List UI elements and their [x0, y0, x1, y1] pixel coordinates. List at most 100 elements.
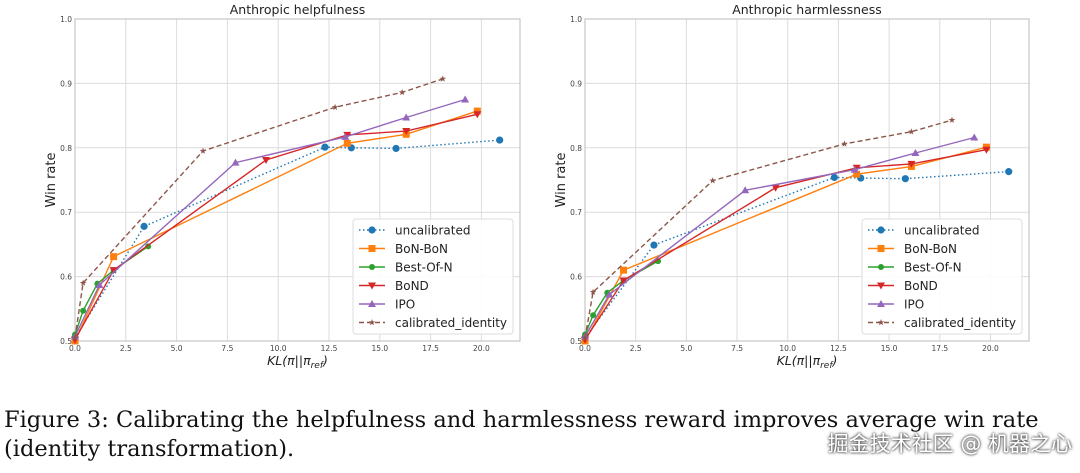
y-axis-label: Win rate — [44, 153, 59, 208]
data-point — [1005, 168, 1013, 176]
data-point — [901, 175, 909, 183]
data-point — [589, 288, 597, 295]
x-tick-label: 15.0 — [371, 344, 388, 353]
x-tick-label: 5.0 — [171, 344, 183, 353]
y-tick-label: 0.7 — [570, 208, 582, 217]
x-tick-label: 7.5 — [731, 344, 743, 353]
legend-marker — [369, 264, 375, 270]
series-line — [74, 98, 466, 337]
watermark: 掘金技术社区 @ 机器之心 — [827, 432, 1072, 456]
legend-item: IPO — [868, 298, 924, 312]
legend-box — [861, 218, 1023, 335]
data-point — [398, 88, 406, 96]
data-point — [343, 139, 351, 147]
legend-label: calibrated_identity — [395, 316, 507, 330]
legend-label: calibrated_identity — [904, 316, 1016, 330]
legend-marker — [368, 282, 376, 290]
data-point — [911, 148, 920, 156]
y-tick-label: 0.8 — [60, 144, 72, 153]
data-point — [496, 136, 504, 144]
data-point — [402, 128, 411, 136]
data-point — [321, 143, 329, 151]
series-ipo — [581, 133, 979, 340]
data-point — [95, 280, 104, 288]
legend-marker — [368, 319, 376, 326]
legend-label: BoN-BoN — [395, 242, 448, 256]
series-line — [74, 113, 478, 341]
data-point — [262, 157, 271, 165]
legend-label: IPO — [904, 298, 924, 312]
legend-marker — [368, 300, 376, 307]
legend-marker — [368, 245, 376, 252]
y-tick-label: 0.9 — [570, 79, 582, 88]
data-point — [741, 186, 750, 194]
data-point — [841, 140, 848, 147]
series-line — [584, 136, 975, 337]
x-tick-label: 17.5 — [422, 344, 439, 353]
x-tick-label: 0.0 — [69, 344, 81, 353]
x-tick-label: 12.5 — [830, 344, 847, 353]
legend-item: BoND — [359, 279, 429, 293]
data-point — [439, 75, 447, 82]
legend-item: BoN-BoN — [359, 242, 448, 256]
series-line — [74, 78, 444, 338]
legend-marker — [368, 226, 376, 234]
data-point — [590, 312, 597, 319]
legend-label: BoN-BoN — [904, 242, 957, 256]
y-tick-label: 0.7 — [60, 208, 72, 217]
legend-item: BoN-BoN — [868, 242, 957, 256]
data-point — [830, 173, 838, 182]
figure-caption: Figure 3: Calibrating the helpfulness an… — [4, 407, 1039, 462]
legend-marker — [877, 245, 885, 252]
legend: uncalibrated BoN-BoN Best-Of-N BoND IPO calib… — [352, 218, 514, 335]
legend-marker — [877, 226, 885, 234]
data-point — [620, 266, 628, 274]
legend-item: Best-Of-N — [868, 261, 962, 275]
data-point — [71, 334, 79, 341]
chart-title: Anthropic harmlessness — [732, 2, 882, 17]
y-tick-label: 1.0 — [570, 15, 582, 24]
legend-item: calibrated_identity — [868, 316, 1016, 330]
data-point — [473, 107, 481, 115]
chart-2: 0.0 2.5 5.0 7.5 10.0 12.5 15.0 17.5 20.0 0.5 0.6 0.… — [554, 2, 1030, 371]
x-tick-label: 0.0 — [579, 344, 591, 353]
legend-item: uncalibrated — [868, 224, 979, 238]
legend: uncalibrated BoN-BoN Best-Of-N BoND IPO calib… — [861, 218, 1023, 335]
y-tick-label: 1.0 — [60, 15, 72, 24]
data-point — [341, 132, 350, 140]
x-tick-label: 2.5 — [630, 344, 642, 353]
plot-frame — [584, 18, 1030, 342]
x-axis-label: KL(π||πref) — [777, 353, 838, 371]
legend-item: Best-Of-N — [359, 261, 453, 275]
x-tick-label: 20.0 — [473, 344, 490, 353]
y-tick-label: 0.8 — [570, 144, 582, 153]
data-point — [581, 334, 589, 341]
data-point — [948, 116, 956, 123]
figure: 0.0 2.5 5.0 7.5 10.0 12.5 15.0 17.5 20.0 0.5 0.6 0.… — [44, 2, 1030, 371]
data-point — [650, 241, 658, 249]
legend-label: BoND — [395, 279, 429, 293]
x-tick-label: 15.0 — [881, 344, 898, 353]
series-line — [584, 149, 987, 341]
y-tick-label: 0.6 — [60, 273, 72, 282]
data-point — [199, 147, 207, 154]
data-point — [140, 222, 148, 230]
data-point — [850, 165, 859, 173]
y-tick-label: 0.5 — [60, 337, 72, 346]
legend-marker — [877, 282, 885, 290]
series-calibrated-identity — [71, 75, 447, 341]
y-tick-label: 0.5 — [570, 337, 582, 346]
legend-label: Best-Of-N — [395, 261, 453, 275]
data-point — [109, 267, 118, 275]
x-tick-label: 17.5 — [931, 344, 948, 353]
series-calibrated-identity — [581, 116, 956, 341]
data-point — [473, 111, 482, 119]
data-point — [853, 170, 861, 178]
data-point — [331, 103, 339, 111]
legend-item: calibrated_identity — [359, 316, 507, 330]
legend-item: BoND — [868, 279, 938, 293]
data-point — [392, 144, 400, 153]
chart-1: 0.0 2.5 5.0 7.5 10.0 12.5 15.0 17.5 20.0 0.5 0.6 0.… — [44, 2, 521, 371]
y-axis-label: Win rate — [554, 153, 569, 208]
data-point — [231, 158, 240, 166]
